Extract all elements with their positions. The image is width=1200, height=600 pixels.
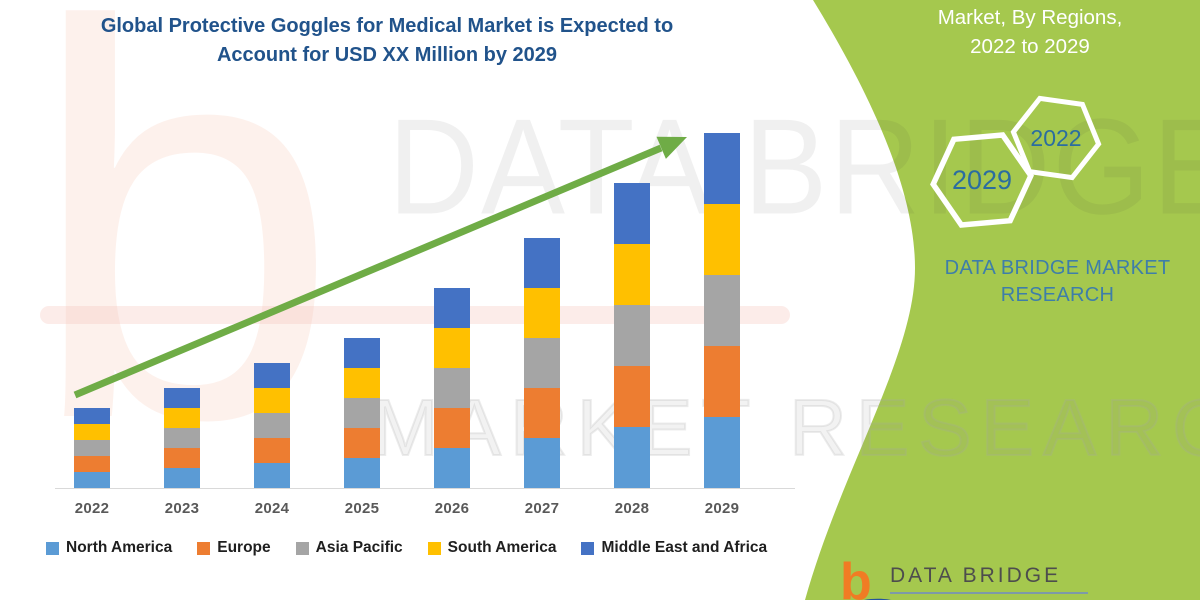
stacked-bar-2026 [434,288,470,488]
bar-segment-europe [164,448,200,468]
bar-segment-asia-pacific [164,428,200,448]
legend-item-asia-pacific: Asia Pacific [295,539,403,557]
bar-segment-asia-pacific [74,440,110,456]
footer-logo-subtitle: MARKET RESEARCH [890,597,1088,600]
bar-segment-asia-pacific [524,338,560,388]
x-axis-label-2024: 2024 [254,500,290,517]
bar-segment-middle-east-and-africa [434,288,470,328]
bar-segment-europe [254,438,290,463]
stacked-bar-2024 [254,363,290,488]
bar-segment-europe [524,388,560,438]
stacked-bar-2023 [164,388,200,488]
bar-segment-europe [704,346,740,417]
legend-item-north-america: North America [46,539,172,557]
bar-segment-south-america [74,424,110,440]
x-axis-label-2029: 2029 [704,500,740,517]
footer-logo-swoosh-icon [864,598,892,600]
bar-segment-middle-east-and-africa [614,183,650,244]
bar-segment-south-america [164,408,200,428]
hexagon-2029: 2029 [930,132,1034,228]
legend-swatch-asia-pacific [295,541,309,555]
legend-label-europe: Europe [217,539,271,556]
chart-legend: North America Europe Asia Pacific South Ame… [46,539,806,557]
x-axis-label-2022: 2022 [74,500,110,517]
hexagon-2022-label: 2022 [1030,125,1081,151]
bar-segment-south-america [704,204,740,275]
footer-logo-rule [890,592,1088,594]
bar-segment-middle-east-and-africa [74,408,110,424]
legend-swatch-europe [197,541,211,555]
bar-segment-asia-pacific [254,413,290,438]
bar-segment-europe [74,456,110,472]
bar-segment-europe [434,408,470,448]
stacked-bar-2025 [344,338,380,488]
bar-segment-north-america [524,438,560,488]
legend-swatch-south-america [427,541,441,555]
legend-label-asia-pacific: Asia Pacific [315,539,403,556]
legend-item-middle-east-and-africa: Middle East and Africa [581,539,767,557]
bar-segment-asia-pacific [434,368,470,408]
bar-segment-asia-pacific [704,275,740,346]
hexagon-2022: 2022 [1010,95,1102,181]
legend-item-south-america: South America [427,539,557,557]
footer-logo-text: DATA BRIDGE MARKET RESEARCH [890,556,1088,600]
green-panel-shape [805,0,1200,600]
bar-segment-north-america [344,458,380,488]
bar-segment-south-america [434,328,470,368]
sidebar-heading-line3: 2022 to 2029 [970,35,1090,58]
bar-segment-south-america [524,288,560,338]
bar-segment-south-america [344,368,380,398]
legend-item-europe: Europe [197,539,271,557]
sidebar-heading-line2: Market, By Regions, [937,6,1123,29]
bar-segment-middle-east-and-africa [344,338,380,368]
bar-segment-north-america [164,468,200,488]
legend-label-middle-east-and-africa: Middle East and Africa [601,539,768,556]
chart-title-line1: Global Protective Goggles for Medical Ma… [100,15,674,37]
bar-segment-asia-pacific [344,398,380,428]
bar-segment-middle-east-and-africa [704,133,740,204]
bar-segment-south-america [254,388,290,413]
footer-logo-name: DATA BRIDGE [890,564,1062,587]
legend-swatch-north-america [46,541,59,555]
footer-logo-b-icon: b [840,553,872,600]
hexagon-2029-label: 2029 [952,165,1012,195]
bar-segment-middle-east-and-africa [524,238,560,288]
x-axis-label-2026: 2026 [434,500,470,517]
x-axis-label-2025: 2025 [344,500,380,517]
sidebar-brand: DATA BRIDGE MARKET RESEARCH [930,255,1185,309]
bar-segment-south-america [614,244,650,305]
footer-logo: b DATA BRIDGE MARKET RESEARCH [840,556,1088,600]
year-hexagons: 2029 2022 [930,95,1102,228]
legend-label-south-america: South America [447,539,557,556]
bar-segment-north-america [74,472,110,488]
sidebar-green-panel [805,0,1200,600]
bar-segment-north-america [614,427,650,488]
bar-segment-europe [344,428,380,458]
x-axis-label-2023: 2023 [164,500,200,517]
bar-segment-middle-east-and-africa [164,388,200,408]
bar-segment-north-america [704,417,740,488]
legend-swatch-middle-east-and-africa [581,541,595,555]
x-axis-label-2028: 2028 [614,500,650,517]
bar-segment-north-america [254,463,290,488]
stacked-bar-2029 [704,133,740,488]
sidebar-brand-line2: RESEARCH [1000,284,1115,306]
bar-segment-europe [614,366,650,427]
bar-segment-middle-east-and-africa [254,363,290,388]
bar-segment-north-america [434,448,470,488]
legend-label-north-america: North America [66,539,173,556]
sidebar-brand-line1: DATA BRIDGE MARKET [944,257,1171,279]
plot-area: 2022 2023 2024 2025 2026 2027 2028 2029 [55,131,795,517]
x-axis-label-2027: 2027 [524,500,560,517]
chart-title: Global Protective Goggles for Medical Ma… [62,12,712,70]
chart-title-line2: Account for USD XX Million by 2029 [216,44,558,66]
bar-segment-asia-pacific [614,305,650,366]
stacked-bar-2022 [74,408,110,488]
stacked-bar-2027 [524,238,560,488]
stacked-bar-2028 [614,183,650,488]
sidebar-heading: Goggles Market, By Regions, 2022 to 2029 [880,0,1180,61]
